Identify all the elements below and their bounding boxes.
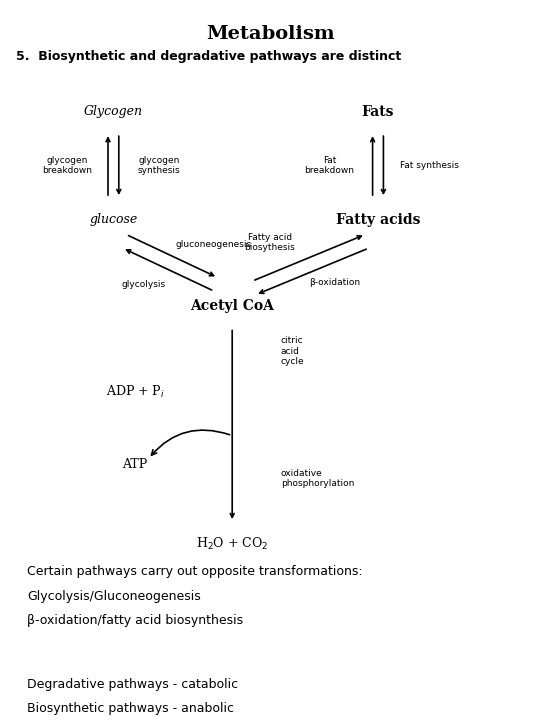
Text: Metabolism: Metabolism: [206, 25, 334, 43]
Text: Fats: Fats: [362, 104, 394, 119]
Text: Certain pathways carry out opposite transformations:: Certain pathways carry out opposite tran…: [27, 565, 363, 578]
Text: Glycolysis/Gluconeogenesis: Glycolysis/Gluconeogenesis: [27, 590, 201, 603]
Text: Degradative pathways - catabolic: Degradative pathways - catabolic: [27, 678, 238, 690]
Text: glucose: glucose: [89, 213, 138, 226]
Text: β-oxidation/fatty acid biosynthesis: β-oxidation/fatty acid biosynthesis: [27, 614, 243, 627]
Text: 5.  Biosynthetic and degradative pathways are distinct: 5. Biosynthetic and degradative pathways…: [16, 50, 401, 63]
Text: citric
acid
cycle: citric acid cycle: [281, 336, 305, 366]
Text: Biosynthetic pathways - anabolic: Biosynthetic pathways - anabolic: [27, 702, 234, 715]
Text: glycogen
synthesis: glycogen synthesis: [138, 156, 180, 175]
Text: H$_2$O + CO$_2$: H$_2$O + CO$_2$: [196, 536, 268, 552]
Text: glycogen
breakdown: glycogen breakdown: [43, 156, 92, 175]
Text: Fat
breakdown: Fat breakdown: [305, 156, 354, 175]
FancyArrowPatch shape: [152, 430, 230, 455]
Text: Fatty acid
biosythesis: Fatty acid biosythesis: [245, 233, 295, 252]
Text: gluconeogenesis: gluconeogenesis: [176, 240, 251, 249]
Text: ADP + P$_i$: ADP + P$_i$: [105, 384, 165, 400]
Text: β-oxidation: β-oxidation: [309, 279, 360, 287]
Text: glycolysis: glycolysis: [121, 280, 165, 289]
Text: Glycogen: Glycogen: [84, 105, 143, 118]
Text: Fat synthesis: Fat synthesis: [400, 161, 459, 170]
Text: Fatty acids: Fatty acids: [336, 212, 420, 227]
Text: Acetyl CoA: Acetyl CoA: [190, 299, 274, 313]
Text: oxidative
phosphorylation: oxidative phosphorylation: [281, 469, 354, 488]
Text: ATP: ATP: [123, 458, 147, 471]
